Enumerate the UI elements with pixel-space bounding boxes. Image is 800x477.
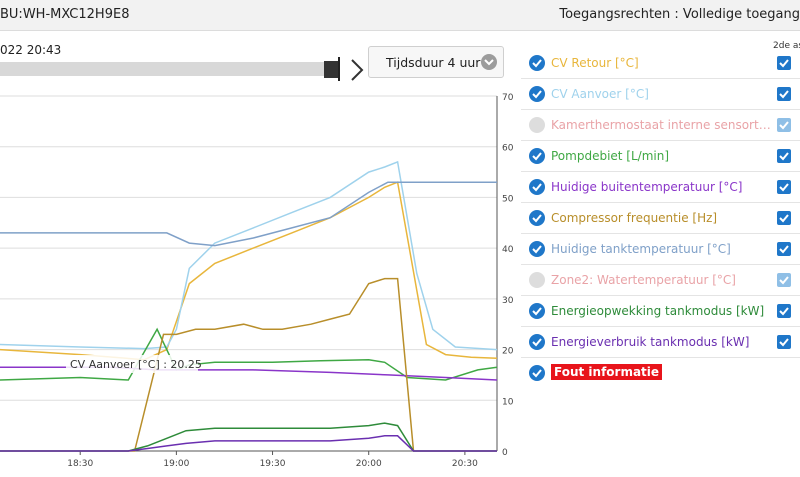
series-toggle-icon[interactable] (529, 148, 545, 164)
series-line (0, 160, 498, 351)
chevron-down-icon (481, 54, 497, 70)
legend-item-label: Energieopwekking tankmodus [kW] (551, 304, 765, 318)
legend-item[interactable]: Kamerthermostaat interne sensortemperatu… (521, 110, 800, 141)
second-axis-checkbox[interactable] (777, 149, 791, 163)
chart-svg[interactable]: 0 10 20 30 40 50 60 70 18:30 19:00 19:30 20:00 20:30… (0, 92, 520, 477)
duration-dropdown[interactable]: Tijdsduur 4 uur (368, 46, 504, 78)
legend-item[interactable]: Compressor frequentie [Hz] (521, 203, 800, 234)
tooltip-text: CV Aanvoer [°C] : 20.25 (70, 358, 202, 371)
legend-item-label: Huidige buitentemperatuur [°C] (551, 180, 743, 194)
legend-item-label: CV Retour [°C] (551, 56, 639, 70)
legend-item-label: Kamerthermostaat interne sensortemperatu… (551, 118, 771, 132)
top-bar: BU:WH-MXC12H9E8 Toegangsrechten : Volled… (0, 0, 800, 31)
legend-item[interactable]: CV Aanvoer [°C] (521, 79, 800, 110)
legend-item[interactable]: Pompdebiet [L/min] (521, 141, 800, 172)
y-tick-label: 50 (502, 194, 514, 204)
chart-tooltip: CV Aanvoer [°C] : 20.25 (66, 355, 202, 373)
legend-item-label: Zone2: Watertemperatuur [°C] (551, 273, 736, 287)
y-tick-label: 60 (502, 144, 514, 154)
x-tick-label: 18:30 (67, 459, 93, 469)
series-toggle-icon[interactable] (529, 210, 545, 226)
second-axis-checkbox[interactable] (777, 180, 791, 194)
y-tick-label: 30 (502, 296, 514, 306)
second-axis-checkbox[interactable] (777, 56, 791, 70)
duration-label: Tijdsduur 4 uur (386, 55, 481, 70)
time-slider-handle[interactable] (324, 61, 338, 78)
error-info-label[interactable]: Fout informatie (551, 364, 663, 380)
y-tick-label: 10 (502, 397, 514, 407)
access-rights: Toegangsrechten : Volledige toegang (559, 7, 800, 22)
series-line (0, 435, 497, 452)
x-tick-label: 19:00 (163, 459, 189, 469)
date-label: 022 20:43 (0, 43, 62, 57)
series-toggle-icon[interactable] (529, 241, 545, 257)
second-axis-checkbox[interactable] (777, 304, 791, 318)
series-line (0, 277, 497, 452)
time-slider-track[interactable] (0, 62, 340, 76)
second-axis-checkbox[interactable] (777, 211, 791, 225)
series-line (0, 422, 497, 452)
series-toggle-icon[interactable] (529, 179, 545, 195)
series-toggle-icon[interactable] (529, 117, 545, 133)
series-toggle-icon[interactable] (529, 303, 545, 319)
second-axis-checkbox[interactable] (777, 87, 791, 101)
y-tick-label: 40 (502, 245, 514, 255)
y-tick-label: 20 (502, 347, 514, 357)
series-line (0, 181, 498, 361)
legend-item-label: Pompdebiet [L/min] (551, 149, 670, 163)
time-slider-end-marker (338, 57, 340, 81)
legend-item[interactable]: CV Retour [°C] (521, 48, 800, 79)
second-axis-checkbox[interactable] (777, 335, 791, 349)
x-tick-label: 19:30 (260, 459, 286, 469)
legend-item-label: Energieverbruik tankmodus [kW] (551, 335, 750, 349)
history-chart[interactable]: 0 10 20 30 40 50 60 70 18:30 19:00 19:30 20:00 20:30… (0, 92, 520, 477)
second-axis-checkbox[interactable] (777, 273, 791, 287)
chevron-right-icon[interactable] (346, 56, 368, 84)
series-toggle-icon[interactable] (529, 334, 545, 350)
x-tick-label: 20:00 (356, 459, 382, 469)
second-axis-checkbox[interactable] (777, 118, 791, 132)
legend-item[interactable]: Energieopwekking tankmodus [kW] (521, 296, 800, 327)
legend-item-label: CV Aanvoer [°C] (551, 87, 649, 101)
legend-item[interactable]: Energieverbruik tankmodus [kW] (521, 327, 800, 358)
device-id: BU:WH-MXC12H9E8 (0, 7, 130, 22)
series-toggle-icon[interactable] (529, 272, 545, 288)
second-axis-header: 2de as (773, 41, 800, 51)
legend-item[interactable]: Huidige buitentemperatuur [°C] (521, 172, 800, 203)
legend-item[interactable]: Zone2: Watertemperatuur [°C] (521, 265, 800, 296)
series-toggle-icon[interactable] (529, 55, 545, 71)
second-axis-checkbox[interactable] (777, 242, 791, 256)
legend-item[interactable]: Huidige tanktemperatuur [°C] (521, 234, 800, 265)
error-info-toggle-icon[interactable] (529, 365, 545, 381)
x-tick-label: 20:30 (452, 459, 478, 469)
series-line (0, 181, 497, 247)
y-tick-label: 70 (502, 93, 514, 103)
y-tick-label: 0 (502, 448, 508, 458)
series-toggle-icon[interactable] (529, 86, 545, 102)
tooltip-box (66, 355, 198, 373)
legend-item-label: Huidige tanktemperatuur [°C] (551, 242, 731, 256)
legend-item-label: Compressor frequentie [Hz] (551, 211, 718, 225)
